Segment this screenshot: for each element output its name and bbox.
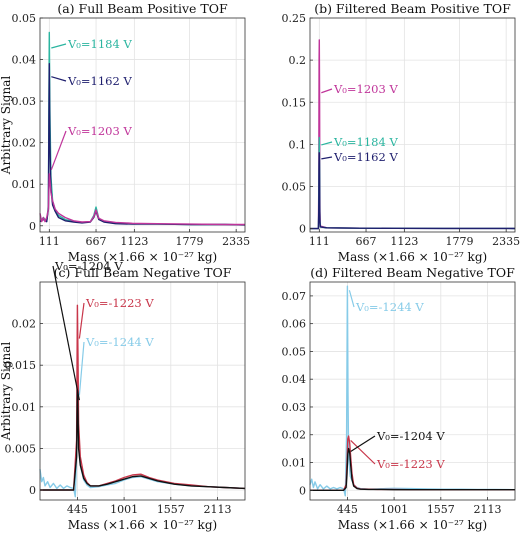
y-tick-label: 0.04 (12, 54, 37, 67)
chart-title: (d) Filtered Beam Negative TOF (310, 265, 515, 280)
series-label-3: V₀=-1204 V (376, 429, 445, 443)
series-label-3: V₀=1162 V (333, 150, 398, 164)
y-tick-label: 0.2 (289, 54, 307, 67)
series-label-2: V₀=-1223 V (376, 457, 445, 471)
chart-panel-b: 111 667 1123 1779 2335 0 0.05 0.1 0.15 0.2 0.25 (b)… (282, 1, 520, 264)
x-axis-label: Mass (×1.66 × 10⁻²⁷ kg) (338, 250, 487, 264)
y-tick-label: 0.05 (282, 345, 307, 358)
axes-frame (39, 17, 246, 233)
y-tick-label: 0.04 (282, 373, 307, 386)
plot-area (310, 282, 515, 500)
x-tick-label: 1557 (427, 503, 455, 516)
y-tick-label: 0.05 (12, 12, 37, 25)
series-label-pointer (78, 302, 85, 339)
series-label-pointer (321, 141, 333, 146)
x-tick-label: 111 (309, 235, 330, 248)
series-label-1: V₀=-1244 V (355, 300, 424, 314)
x-axis-label: Mass (×1.66 × 10⁻²⁷ kg) (338, 518, 487, 532)
series-label-pointer (51, 76, 67, 82)
y-tick-label: 0.25 (282, 12, 307, 25)
chart-panel-c: 445 1001 1557 2113 0 0.005 0.01 0.015 0.02 (c) Fu… (0, 259, 246, 532)
y-tick-label: 0.01 (12, 401, 37, 414)
axes-frame (309, 281, 516, 501)
y-tick-label: 0.02 (12, 137, 37, 150)
series-label-pointer (350, 435, 376, 453)
axes-frame (309, 17, 516, 233)
series-label-3: V₀=1203 V (67, 124, 132, 138)
series-line-1 (309, 285, 516, 497)
x-tick-label: 667 (356, 235, 377, 248)
series-label-pointer (51, 43, 67, 49)
x-tick-label: 1557 (157, 503, 185, 516)
y-tick-label: 0.015 (5, 359, 37, 372)
chart-title: (b) Filtered Beam Positive TOF (314, 1, 511, 16)
chart-title: (c) Full Beam Negative TOF (54, 265, 232, 280)
x-tick-label: 1123 (120, 235, 148, 248)
y-tick-label: 0 (299, 223, 306, 236)
series-label-2: V₀=1162 V (67, 74, 132, 88)
x-tick-label: 1779 (445, 235, 473, 248)
x-tick-label: 111 (39, 235, 60, 248)
series-label-pointer (321, 88, 333, 94)
axes-frame (39, 281, 246, 501)
y-tick-label: 0.01 (12, 178, 37, 191)
y-tick-label: 0.03 (12, 95, 37, 108)
x-tick-label: 2113 (474, 503, 502, 516)
x-tick-label: 445 (67, 503, 88, 516)
y-tick-label: 0.03 (282, 401, 307, 414)
x-tick-label: 1001 (380, 503, 408, 516)
plot-area (40, 282, 245, 500)
plot-area (310, 18, 515, 232)
x-tick-label: 1001 (110, 503, 138, 516)
x-tick-label: 667 (86, 235, 107, 248)
chart-title: (a) Full Beam Positive TOF (57, 1, 228, 16)
y-tick-label: 0.02 (12, 318, 37, 331)
series-line-3 (310, 152, 516, 230)
y-axis-label: Arbitrary Signal (0, 342, 13, 442)
series-label-pointer (350, 440, 376, 465)
series-label-1: V₀=-1244 V (85, 335, 154, 349)
x-axis-label: Mass (×1.66 × 10⁻²⁷ kg) (68, 518, 217, 532)
y-tick-label: 0 (29, 484, 36, 497)
x-tick-label: 2335 (492, 235, 520, 248)
y-tick-label: 0.07 (282, 290, 307, 303)
y-tick-label: 0 (29, 220, 36, 233)
series-line-3 (40, 389, 246, 491)
series-label-pointer (78, 341, 85, 396)
y-tick-label: 0.01 (282, 457, 307, 470)
x-tick-label: 1779 (175, 235, 203, 248)
x-tick-label: 445 (337, 503, 358, 516)
y-tick-label: 0.06 (282, 318, 307, 331)
y-axis-label: Arbitrary Signal (0, 76, 13, 176)
series-label-2: V₀=1184 V (333, 135, 398, 149)
y-tick-label: 0.1 (289, 138, 307, 151)
series-label-2: V₀=-1223 V (85, 296, 154, 310)
series-label-3: V₀=-1204 V (54, 259, 123, 273)
chart-panel-d: 445 1001 1557 2113 0 0.01 0.02 0.03 0.04 0.05 0.06… (282, 265, 516, 532)
y-tick-label: 0.05 (282, 181, 307, 194)
x-axis-label: Mass (×1.66 × 10⁻²⁷ kg) (68, 250, 217, 264)
series-label-pointer (321, 156, 333, 160)
y-tick-label: 0.15 (282, 96, 307, 109)
x-tick-label: 2335 (222, 235, 250, 248)
series-label-1: V₀=1184 V (67, 37, 132, 51)
chart-panel-a: 111 667 1123 1779 2335 0 0.01 0.02 0.03 0.04 0.05 (… (0, 1, 250, 264)
y-tick-label: 0 (299, 484, 306, 497)
series-label-pointer (52, 265, 80, 401)
series-line-2 (39, 63, 246, 226)
series-label-pointer (50, 130, 67, 171)
series-line-3 (39, 173, 245, 226)
series-label-1: V₀=1203 V (333, 82, 398, 96)
x-tick-label: 2113 (204, 503, 232, 516)
y-tick-label: 0.02 (282, 429, 307, 442)
x-tick-label: 1123 (390, 235, 418, 248)
series-line-3 (310, 447, 515, 491)
plot-area (40, 18, 245, 232)
series-label-pointer (348, 290, 355, 308)
y-tick-label: 0.005 (5, 442, 37, 455)
